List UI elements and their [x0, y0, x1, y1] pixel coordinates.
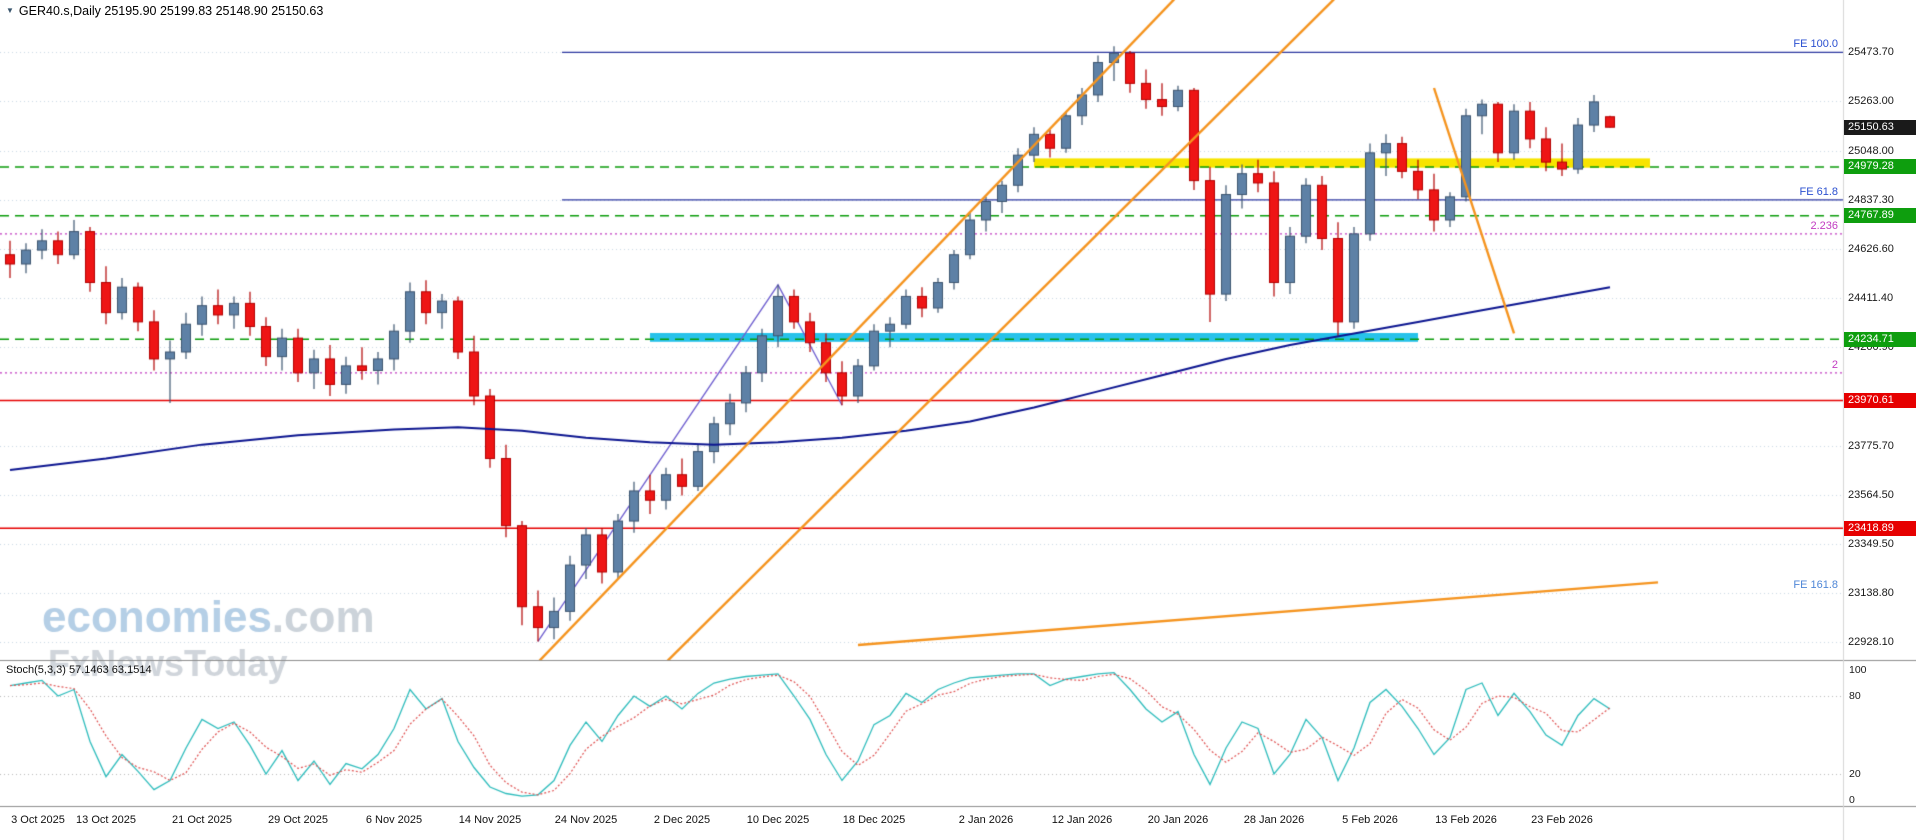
price-chart-canvas[interactable] [0, 0, 1916, 840]
mt5-chart-window: ▼ GER40.s,Daily 25195.90 25199.83 25148.… [0, 0, 1916, 840]
